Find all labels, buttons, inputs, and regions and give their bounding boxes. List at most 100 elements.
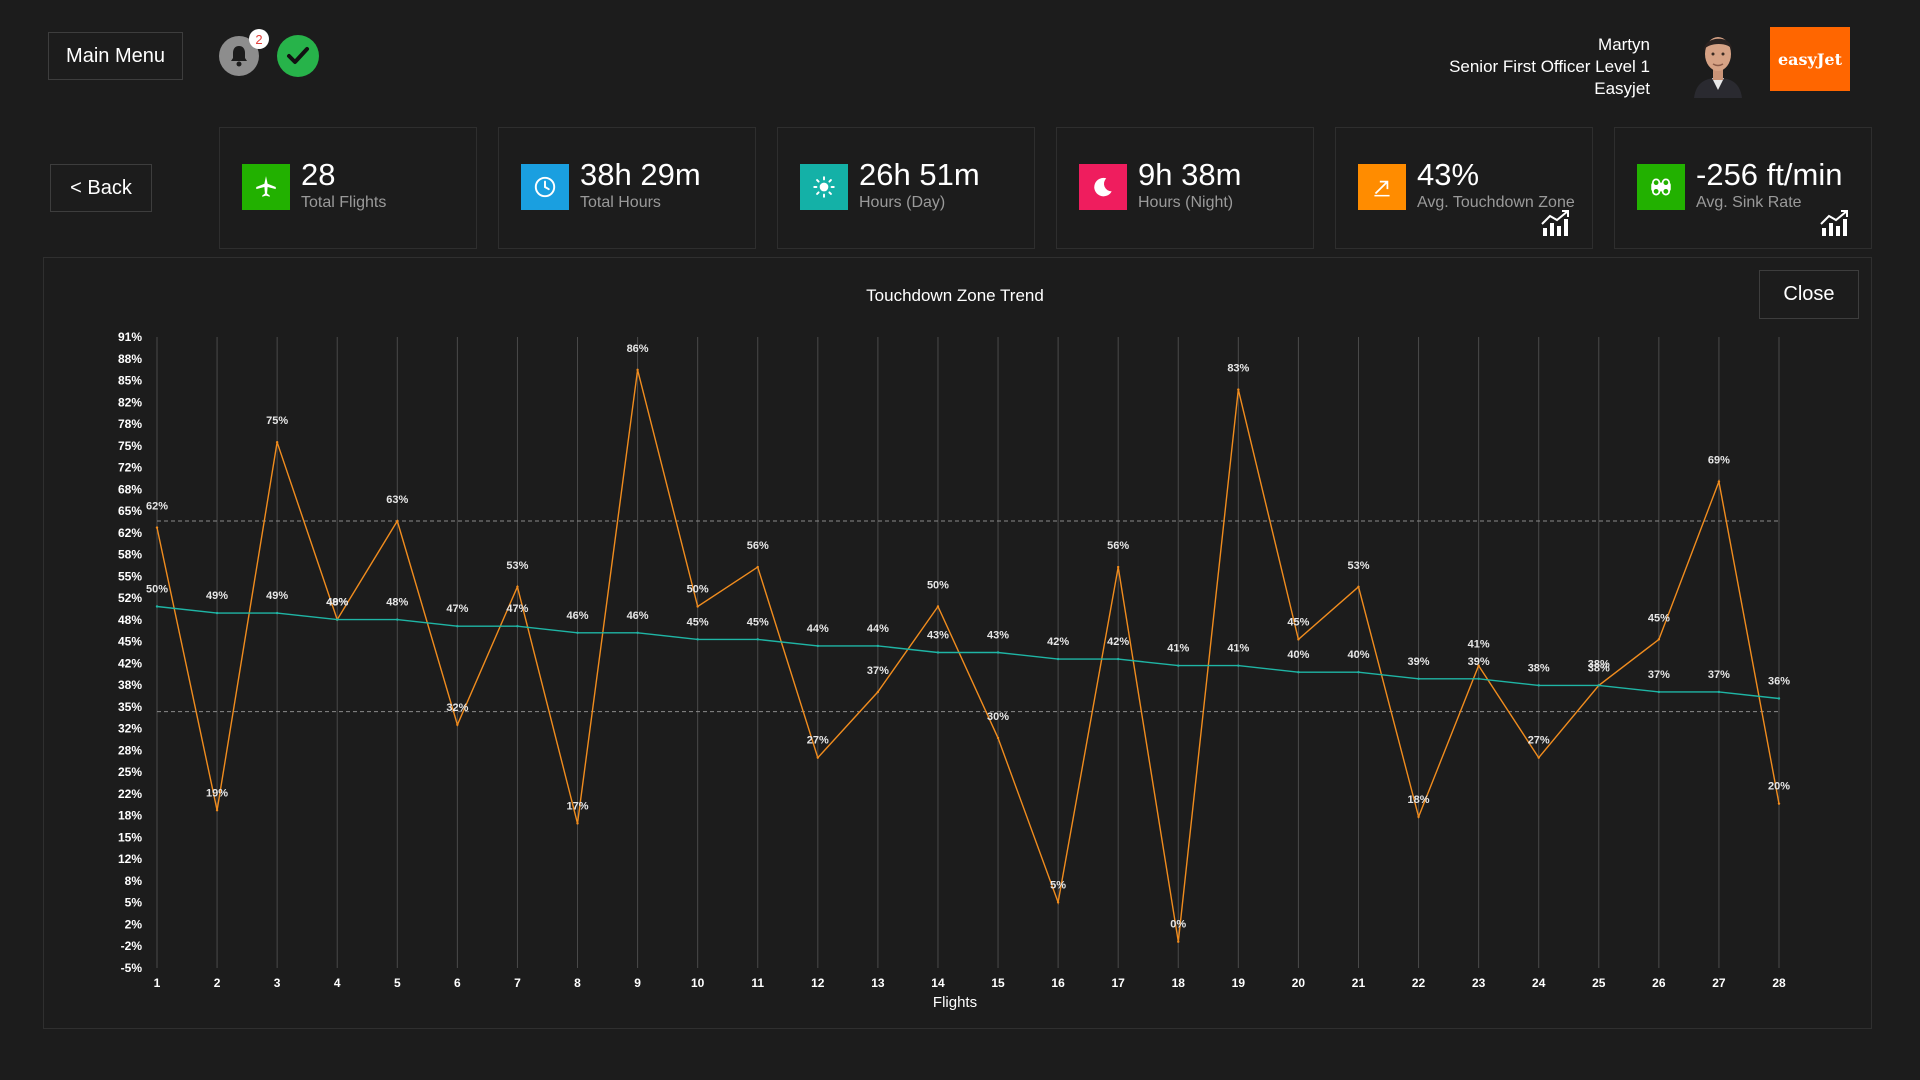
- stat-card-arrow-up-right[interactable]: 43% Avg. Touchdown Zone: [1335, 127, 1593, 249]
- x-tick-label: 21: [1352, 976, 1366, 990]
- data-label: 19%: [206, 787, 228, 799]
- data-label: 44%: [807, 623, 829, 635]
- y-tick-label: 42%: [118, 656, 142, 670]
- data-label: 44%: [867, 623, 889, 635]
- data-point: [456, 723, 459, 727]
- close-button[interactable]: Close: [1759, 270, 1859, 319]
- user-role: Senior First Officer Level 1: [1449, 57, 1650, 76]
- x-tick-label: 28: [1772, 976, 1786, 990]
- data-point: [1237, 664, 1240, 667]
- data-point: [816, 756, 820, 759]
- y-tick-label: 2%: [125, 917, 143, 931]
- wheels-icon: [1637, 164, 1685, 210]
- data-point: [1537, 684, 1540, 687]
- data-point: [1056, 657, 1060, 661]
- data-label: 53%: [1347, 560, 1369, 572]
- touchdown-series-line: [156, 369, 1780, 942]
- x-tick-label: 4: [334, 976, 341, 990]
- x-tick-label: 17: [1112, 976, 1126, 990]
- data-label: 46%: [567, 610, 589, 622]
- data-point: [996, 651, 1000, 654]
- data-point: [1717, 690, 1721, 694]
- x-tick-label: 14: [931, 976, 945, 990]
- checkmark-icon: [287, 47, 309, 64]
- data-point: [456, 625, 459, 628]
- stat-card-sun: 26h 51m Hours (Day): [777, 127, 1035, 249]
- arrow-up-right-icon: [1358, 164, 1406, 210]
- x-tick-label: 2: [214, 976, 221, 990]
- data-point: [516, 625, 519, 628]
- y-tick-label: 58%: [118, 548, 142, 562]
- data-point: [936, 651, 940, 654]
- data-label: 86%: [627, 343, 649, 355]
- data-label: 45%: [747, 616, 769, 628]
- touchdown-zone-panel: Touchdown Zone Trend 91% 88% 85% 82% 78% 75% 72…: [43, 257, 1872, 1029]
- user-company: Easyjet: [1594, 79, 1650, 98]
- data-label: 63%: [386, 494, 408, 506]
- data-label: 41%: [1468, 639, 1490, 651]
- data-point: [1477, 677, 1480, 680]
- stat-value: 43%: [1417, 157, 1480, 192]
- data-label: 49%: [206, 590, 228, 602]
- data-label: 48%: [386, 597, 408, 609]
- x-tick-label: 5: [394, 976, 401, 990]
- stat-value: 38h 29m: [580, 157, 701, 192]
- bell-icon: [231, 46, 247, 67]
- data-label: 42%: [1047, 636, 1069, 648]
- data-label: 40%: [1347, 649, 1369, 661]
- data-point: [1657, 690, 1661, 694]
- data-label: 56%: [747, 540, 769, 552]
- data-point: [1116, 657, 1120, 661]
- data-point: [396, 618, 399, 621]
- y-tick-label: 82%: [118, 395, 142, 409]
- data-label: 50%: [927, 579, 949, 591]
- data-point: [155, 605, 159, 608]
- data-point: [516, 585, 519, 588]
- data-label: 48%: [326, 597, 348, 609]
- x-tick-label: 11: [751, 976, 764, 990]
- data-point: [1597, 684, 1600, 687]
- y-tick-label: 22%: [118, 787, 142, 801]
- data-point: [275, 440, 279, 444]
- back-button[interactable]: < Back: [50, 164, 152, 212]
- y-tick-label: 52%: [118, 591, 142, 605]
- data-point: [1477, 664, 1480, 667]
- y-tick-label: 85%: [118, 374, 142, 388]
- y-tick-label: 45%: [118, 635, 142, 649]
- main-menu-button[interactable]: Main Menu: [48, 32, 183, 80]
- data-label: 83%: [1227, 363, 1249, 375]
- data-label: 53%: [506, 560, 528, 572]
- stat-label: Avg. Sink Rate: [1696, 194, 1802, 211]
- data-label: 32%: [446, 702, 468, 714]
- stat-card-moon: 9h 38m Hours (Night): [1056, 127, 1314, 249]
- status-ok-button[interactable]: [277, 35, 319, 77]
- y-tick-label: 65%: [118, 504, 142, 518]
- y-tick-label: 28%: [118, 743, 142, 757]
- x-tick-label: 15: [991, 976, 1005, 990]
- data-point: [396, 519, 399, 523]
- data-label: 75%: [266, 415, 288, 427]
- stat-value: -256 ft/min: [1696, 157, 1843, 192]
- x-tick-label: 3: [274, 976, 281, 990]
- user-name: Martyn: [1598, 35, 1650, 54]
- chart-title: Touchdown Zone Trend: [866, 286, 1044, 305]
- data-point: [1297, 638, 1300, 641]
- data-label: 49%: [266, 590, 288, 602]
- touchdown-zone-chart: Touchdown Zone Trend91%88%85%82%78%75%72…: [118, 286, 1790, 1011]
- data-point: [1417, 815, 1420, 819]
- data-label: 69%: [1708, 455, 1730, 467]
- y-tick-label: 32%: [118, 722, 142, 736]
- y-tick-label: 5%: [125, 896, 143, 910]
- avatar[interactable]: [1688, 24, 1748, 98]
- trend-chart-icon[interactable]: [1540, 208, 1572, 238]
- stat-value: 26h 51m: [859, 157, 980, 192]
- stat-card-airplane: 28 Total Flights: [219, 127, 477, 249]
- stat-label: Total Hours: [580, 194, 661, 211]
- data-label: 38%: [1588, 658, 1610, 670]
- data-point: [1537, 756, 1540, 759]
- stat-card-wheels[interactable]: -256 ft/min Avg. Sink Rate: [1614, 127, 1872, 249]
- data-label: 50%: [146, 583, 168, 595]
- x-tick-label: 22: [1412, 976, 1426, 990]
- y-tick-label: 88%: [118, 352, 142, 366]
- trend-chart-icon[interactable]: [1819, 208, 1851, 238]
